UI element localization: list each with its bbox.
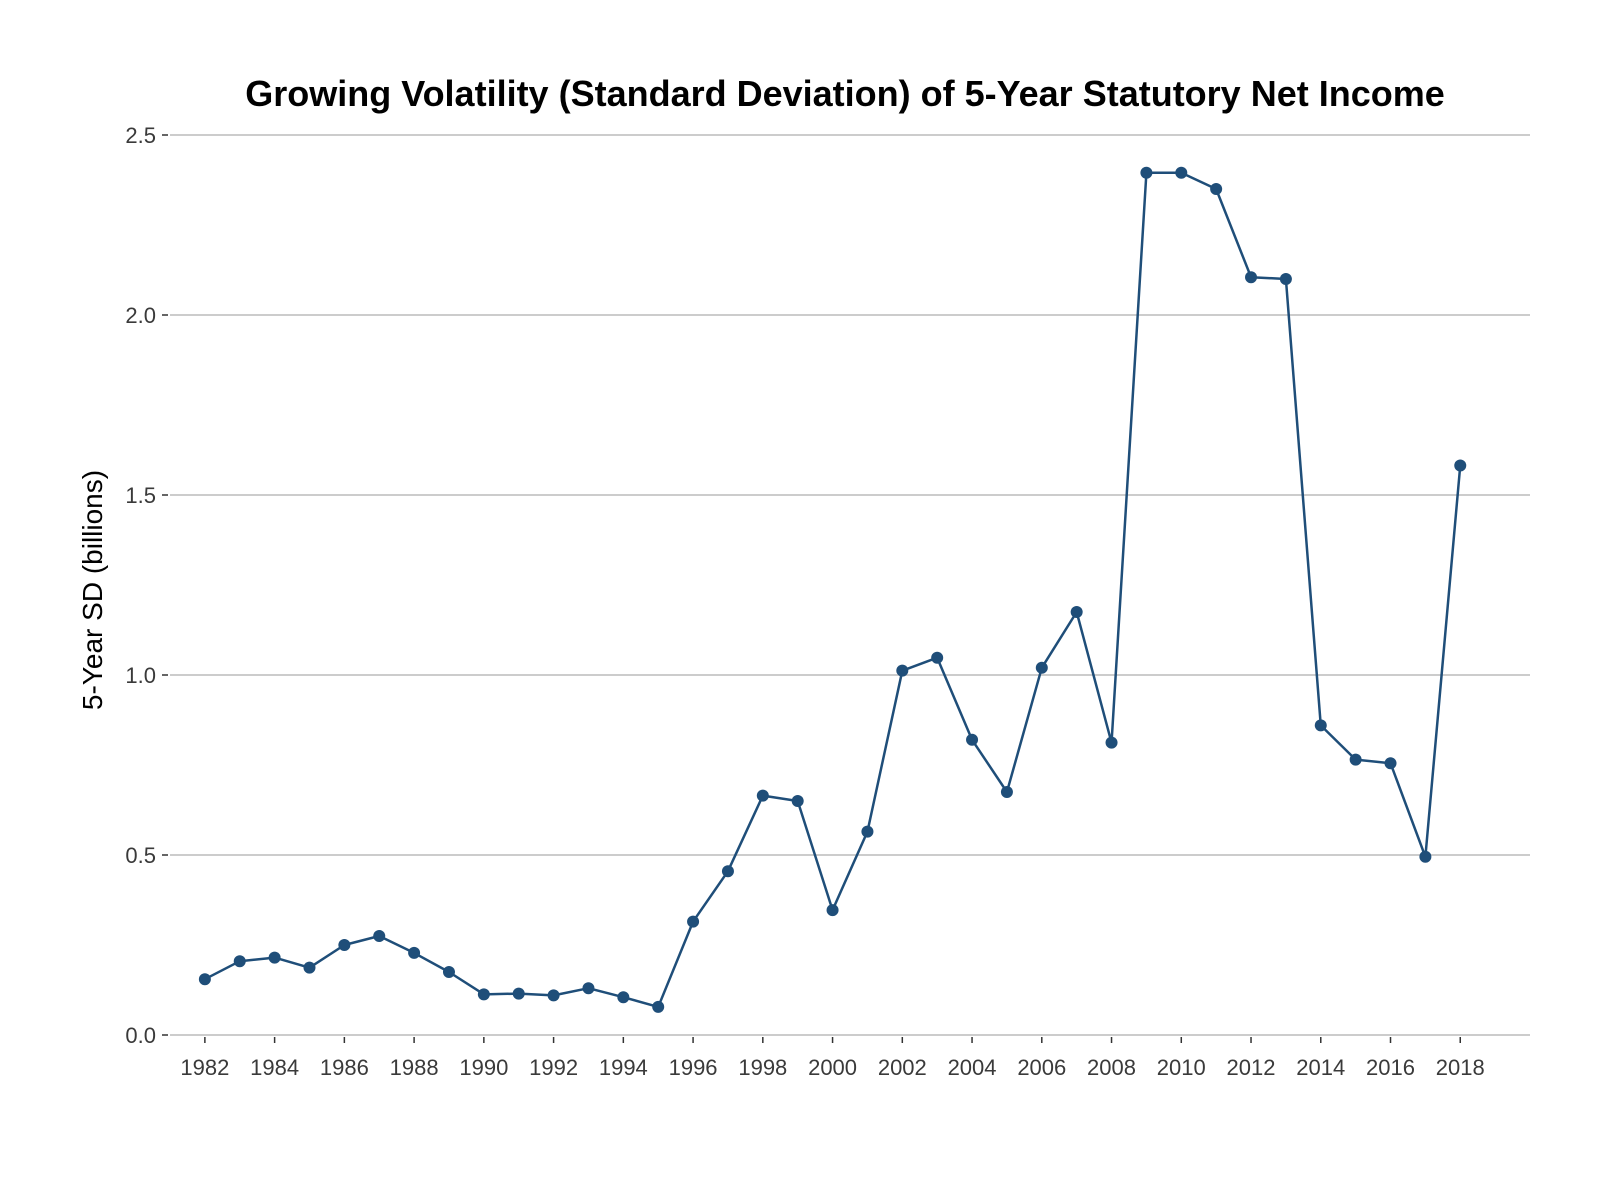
data-point <box>966 733 979 746</box>
data-point <box>617 991 630 1004</box>
data-point <box>1349 753 1362 766</box>
chart-title: Growing Volatility (Standard Deviation) … <box>245 73 1445 114</box>
x-tick-label: 2018 <box>1436 1055 1485 1080</box>
data-point <box>582 982 595 995</box>
x-tick-label: 1982 <box>180 1055 229 1080</box>
x-tick-label: 1998 <box>738 1055 787 1080</box>
data-point <box>408 946 421 959</box>
x-tick-label: 1986 <box>320 1055 369 1080</box>
y-tick-label: 2.0 <box>125 303 156 328</box>
data-point <box>1105 736 1118 749</box>
x-tick-label: 1996 <box>669 1055 718 1080</box>
series-layer <box>198 166 1467 1013</box>
data-point <box>1384 757 1397 770</box>
x-tick-label: 1994 <box>599 1055 648 1080</box>
y-axis: 0.0 0.5 1.0 1.5 2.0 2.5 <box>125 123 168 1048</box>
y-tick-label: 2.5 <box>125 123 156 148</box>
data-point <box>442 966 455 978</box>
data-point <box>233 955 246 968</box>
data-point <box>1035 661 1048 674</box>
x-tick-label: 2016 <box>1366 1055 1415 1080</box>
data-point <box>303 961 316 974</box>
x-tick-label: 2006 <box>1017 1055 1066 1080</box>
data-point <box>338 939 351 951</box>
x-tick-label: 2002 <box>878 1055 927 1080</box>
y-tick-label: 1.5 <box>125 483 156 508</box>
data-point <box>512 987 525 1000</box>
x-tick-label: 1990 <box>459 1055 508 1080</box>
data-point <box>721 865 734 878</box>
data-point <box>791 795 804 807</box>
data-point <box>1210 183 1223 195</box>
data-point <box>931 651 944 664</box>
x-tick-label: 2000 <box>808 1055 857 1080</box>
x-tick-label: 2008 <box>1087 1055 1136 1080</box>
y-axis-label: 5-Year SD (billions) <box>77 470 108 710</box>
data-point <box>1279 273 1292 285</box>
data-point <box>373 930 386 942</box>
x-tick-label: 2004 <box>948 1055 997 1080</box>
data-point <box>1175 166 1188 179</box>
x-tick-label: 1984 <box>250 1055 299 1080</box>
data-point <box>652 1000 665 1013</box>
data-point <box>477 988 490 1001</box>
x-tick-label: 2012 <box>1227 1055 1276 1080</box>
data-point <box>826 904 839 917</box>
y-tick-label: 0.5 <box>125 843 156 868</box>
y-tick-label: 0.0 <box>125 1023 156 1048</box>
data-point <box>756 789 769 802</box>
x-tick-label: 2010 <box>1157 1055 1206 1080</box>
data-point <box>268 951 281 964</box>
series-line <box>204 171 1462 1009</box>
data-point <box>1000 786 1013 798</box>
gridlines <box>170 134 1530 1036</box>
data-point <box>861 825 874 838</box>
data-point <box>1314 719 1327 732</box>
data-point <box>1140 166 1153 179</box>
data-point <box>896 664 909 677</box>
y-tick-label: 1.0 <box>125 663 156 688</box>
x-tick-label: 2014 <box>1296 1055 1345 1080</box>
data-point <box>1454 459 1467 472</box>
data-point <box>1070 606 1083 618</box>
data-point <box>687 915 700 928</box>
data-point <box>198 973 211 986</box>
x-tick-label: 1988 <box>390 1055 439 1080</box>
x-tick-label: 1992 <box>529 1055 578 1080</box>
data-point <box>547 989 560 1002</box>
x-axis: 1982 1984 1986 1988 1990 1992 1994 1996 1998 2000… <box>180 1037 1485 1080</box>
data-point <box>1245 271 1258 284</box>
data-point <box>1419 850 1432 863</box>
